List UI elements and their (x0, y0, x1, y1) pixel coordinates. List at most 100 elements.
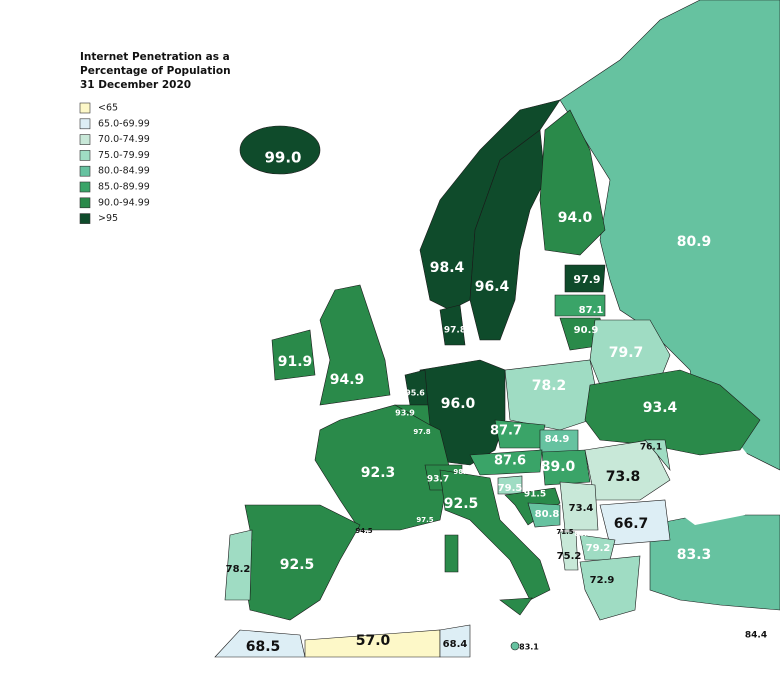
value-label: 87.7 (490, 424, 522, 439)
legend-title: Percentage of Population (80, 65, 231, 77)
value-label: 57.0 (356, 633, 391, 649)
poland (504, 359, 596, 431)
value-label: 97.8 (444, 326, 466, 336)
sicily (499, 597, 533, 616)
value-label: 91.5 (524, 490, 546, 500)
morocco (214, 629, 306, 658)
legend-swatch (79, 197, 91, 209)
finland (539, 109, 606, 256)
ukraine (584, 369, 761, 456)
serbia (559, 481, 599, 531)
value-label: 88.0 (574, 530, 591, 538)
value-label: 94.9 (330, 372, 365, 388)
value-label: 93.9 (395, 409, 415, 418)
legend-label: 85.0-89.99 (98, 182, 150, 193)
value-label: 97.8 (413, 428, 430, 436)
malta (510, 641, 520, 651)
value-label: 92.5 (280, 557, 315, 573)
value-label: 87.1 (579, 305, 604, 316)
value-label: 92.3 (361, 465, 396, 481)
value-label: 94.0 (558, 210, 593, 226)
value-label: 80.8 (535, 509, 560, 520)
value-label: 78.2 (226, 564, 251, 575)
value-label: 99.0 (264, 149, 301, 167)
countries (214, 0, 780, 658)
value-label: 87.6 (494, 454, 526, 469)
value-label: 76.1 (640, 443, 662, 453)
sweden (469, 129, 546, 341)
legend-label: 75.0-79.99 (98, 150, 150, 161)
value-label: 90.9 (574, 325, 599, 336)
value-label: 95.6 (405, 389, 425, 398)
greece (579, 555, 641, 621)
netherlands (404, 369, 429, 406)
value-label: 96.0 (441, 396, 476, 412)
legend-swatch (79, 134, 91, 145)
legend-title: Internet Penetration as a (80, 51, 230, 63)
legend-label: 80.0-84.99 (98, 166, 150, 177)
value-label: 93.7 (427, 475, 449, 485)
value-label: 66.7 (614, 516, 649, 532)
value-label: 73.8 (606, 469, 641, 485)
estonia (564, 264, 606, 293)
value-label: 79.5 (498, 483, 523, 494)
tunisia (439, 624, 471, 658)
value-label: 93.4 (643, 400, 678, 416)
value-label: 68.5 (246, 639, 281, 655)
value-label: 71.5 (556, 528, 573, 536)
value-label: 97.5 (416, 516, 433, 524)
france (314, 404, 451, 531)
value-label: 75.2 (557, 551, 582, 562)
legend-swatch (79, 118, 91, 130)
legend-swatch (79, 213, 91, 224)
value-label: 97.9 (573, 273, 600, 286)
value-label: 78.2 (532, 378, 567, 394)
value-label: 98.1 (453, 468, 470, 476)
legend-label: 70.0-74.99 (98, 134, 150, 145)
iceland (239, 125, 321, 175)
legend-label: <65 (98, 103, 118, 114)
hungary (541, 449, 591, 486)
moldova (644, 439, 671, 472)
value-label: 96.4 (475, 279, 510, 295)
value-label: 91.9 (278, 354, 313, 370)
legend-label: >95 (98, 213, 118, 224)
sardinia (444, 534, 459, 573)
italy (439, 469, 551, 601)
value-label: 94.5 (355, 527, 372, 535)
united-kingdom (319, 284, 391, 406)
legend: Internet Penetration as a Percentage of P… (79, 51, 231, 224)
value-label: 73.4 (569, 503, 594, 514)
value-label: 92.5 (444, 496, 479, 512)
value-label: 80.9 (677, 234, 712, 250)
denmark (439, 304, 466, 346)
turkey (649, 514, 780, 611)
albania (559, 531, 579, 571)
value-label: 83.3 (677, 547, 712, 563)
value-label: 84.4 (745, 631, 767, 641)
bulgaria (599, 499, 671, 546)
legend-swatch (79, 165, 91, 177)
value-label: 79.7 (609, 345, 644, 361)
value-label: 98.4 (430, 260, 465, 276)
bosnia (527, 502, 561, 528)
value-label: 89.0 (541, 459, 576, 475)
legend-label: 90.0-94.99 (98, 197, 150, 208)
legend-label: 65.0-69.99 (98, 118, 150, 129)
legend-swatch (79, 181, 91, 193)
ireland (271, 329, 316, 381)
legend-swatch (79, 150, 91, 161)
portugal (224, 529, 253, 601)
black-sea (665, 445, 760, 525)
legend-title: 31 December 2020 (80, 79, 191, 91)
value-label: 83.1 (519, 643, 539, 652)
austria (469, 449, 543, 476)
value-labels: 99.0 98.4 96.4 94.0 80.9 97.9 87.1 90.9 97.8 91.9… (226, 149, 767, 656)
latvia (554, 294, 606, 317)
value-label: 79.2 (586, 543, 611, 554)
value-label: 84.9 (545, 434, 570, 445)
legend-swatch (79, 102, 91, 114)
value-label: 72.9 (590, 575, 615, 586)
value-label: 68.4 (443, 639, 468, 650)
